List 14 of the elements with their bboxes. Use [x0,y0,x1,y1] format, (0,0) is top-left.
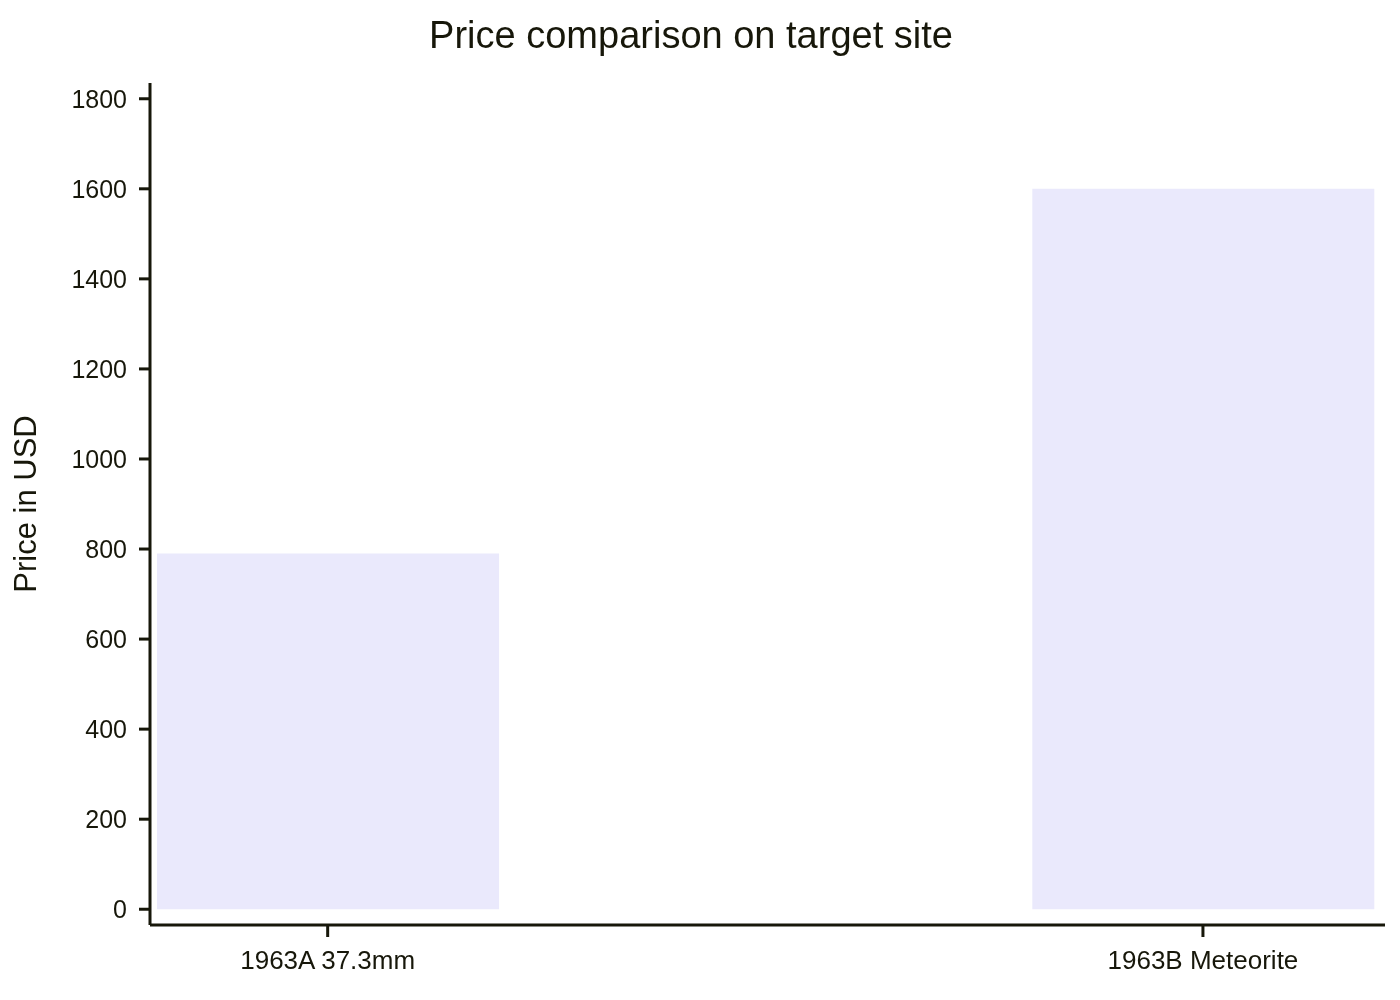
y-tick-label: 1200 [71,354,127,383]
chart-title: Price comparison on target site [429,14,953,57]
x-tick-label: 1963B Meteorite [1107,945,1299,976]
y-axis-title: Price in USD [7,415,43,593]
y-tick-label: 400 [85,715,127,744]
y-tick-label: 1400 [71,264,127,293]
y-tick-label: 600 [85,624,127,653]
y-tick-label: 1800 [71,84,127,113]
x-tick-label: 1963A 37.3mm [240,945,416,976]
y-tick-label: 200 [85,805,127,834]
y-tick-label: 800 [85,534,127,563]
y-tick-label: 0 [113,895,127,924]
y-tick-label: 1000 [71,444,127,473]
y-tick-label: 1600 [71,174,127,203]
